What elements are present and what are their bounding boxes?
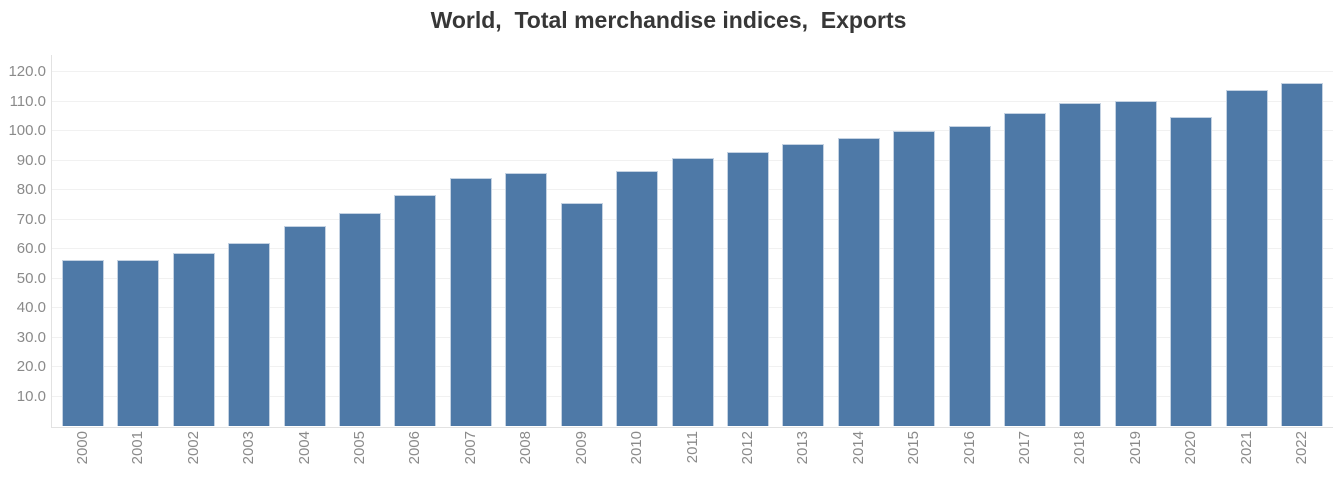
x-axis-label-2022: 2022 [1293, 431, 1311, 465]
bar-2012[interactable] [726, 151, 769, 426]
gridline-110.0 [51, 100, 1333, 102]
bar-2021[interactable] [1225, 90, 1268, 426]
plot-area: 2000 2001 2002 2003 2004 2005 2006 2007 2008 2009… [51, 55, 1333, 464]
y-axis-label: 20.0 [16, 358, 46, 375]
x-axis-label-2017: 2017 [1015, 431, 1033, 465]
bar-2010[interactable] [616, 171, 659, 426]
bar-2000[interactable] [62, 259, 104, 426]
x-axis-label-2002: 2002 [184, 431, 202, 465]
x-axis-label-2016: 2016 [960, 431, 978, 465]
y-axis-label: 120.0 [8, 63, 46, 80]
bar-2013[interactable] [782, 143, 825, 426]
y-axis-label: 100.0 [8, 122, 46, 139]
x-axis-label-2012: 2012 [738, 431, 756, 465]
bar-2016[interactable] [948, 126, 991, 426]
bar-2007[interactable] [449, 177, 492, 426]
x-axis-label-2004: 2004 [295, 431, 313, 465]
x-axis-label-2001: 2001 [129, 431, 147, 465]
bar-2020[interactable] [1170, 117, 1213, 426]
x-axis-label-2021: 2021 [1237, 431, 1255, 465]
bar-2011[interactable] [671, 158, 714, 426]
y-axis-label: 80.0 [16, 181, 46, 198]
bar-2008[interactable] [505, 172, 548, 426]
y-axis-label: 30.0 [16, 328, 46, 346]
x-axis-label-2020: 2020 [1182, 431, 1200, 465]
y-axis-label: 50.0 [16, 269, 46, 287]
bar-2018[interactable] [1059, 102, 1102, 426]
x-axis-label-2006: 2006 [406, 431, 424, 465]
x-axis-label-2008: 2008 [517, 431, 535, 465]
bar-2014[interactable] [837, 138, 880, 426]
bar-2015[interactable] [893, 131, 936, 426]
x-axis-label-2007: 2007 [461, 431, 479, 465]
bar-2002[interactable] [172, 253, 215, 426]
chart-title: World, Total merchandise indices, Export… [430, 7, 907, 33]
bar-2004[interactable] [283, 226, 326, 426]
x-axis-label-2015: 2015 [905, 431, 923, 465]
bar-2009[interactable] [560, 202, 603, 426]
bar-2017[interactable] [1003, 113, 1046, 426]
x-axis-label-2009: 2009 [572, 431, 590, 465]
bar-2005[interactable] [339, 213, 382, 426]
bar-2001[interactable] [117, 259, 160, 426]
x-axis-label-2013: 2013 [794, 431, 812, 465]
x-axis-label-2018: 2018 [1071, 431, 1089, 465]
y-axis-label: 10.0 [16, 387, 46, 405]
y-axis-line [51, 55, 52, 427]
y-axis-label: 40.0 [16, 299, 46, 316]
bar-2019[interactable] [1114, 100, 1157, 426]
y-axis-label: 60.0 [16, 240, 46, 257]
bar-2022[interactable] [1281, 82, 1324, 426]
gridline-100.0 [51, 130, 1333, 131]
bars-layer [51, 55, 1333, 426]
y-axis-label: 70.0 [16, 210, 46, 228]
x-axis-label-2010: 2010 [628, 431, 646, 465]
y-axis-label: 110.0 [9, 92, 46, 110]
x-axis-label-2005: 2005 [351, 431, 369, 465]
bar-2003[interactable] [228, 243, 271, 426]
bar-2006[interactable] [394, 195, 437, 426]
x-axis-label-2003: 2003 [240, 431, 258, 465]
gridline-120.0 [51, 71, 1333, 72]
y-axis-label: 90.0 [16, 151, 46, 169]
x-axis-label-2019: 2019 [1126, 431, 1144, 465]
x-axis-label-2011: 2011 [683, 431, 701, 464]
x-axis-line [51, 427, 1333, 428]
x-axis-label-2014: 2014 [849, 431, 867, 465]
x-axis-label-2000: 2000 [74, 431, 91, 465]
